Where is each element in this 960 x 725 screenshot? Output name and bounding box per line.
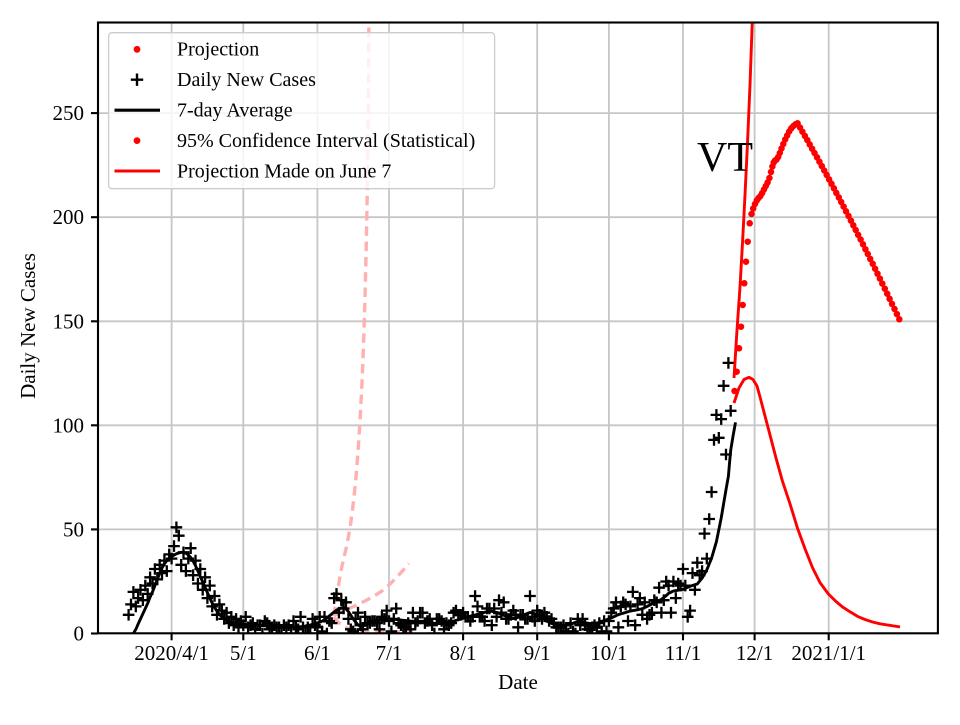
svg-text:7-day Average: 7-day Average	[177, 100, 293, 122]
svg-text:12/1: 12/1	[736, 641, 773, 665]
svg-text:Daily New Cases: Daily New Cases	[16, 253, 40, 399]
svg-text:250: 250	[53, 101, 85, 125]
svg-text:50: 50	[63, 517, 84, 541]
svg-text:5/1: 5/1	[230, 641, 257, 665]
svg-text:Daily New Cases: Daily New Cases	[177, 69, 316, 91]
svg-text:Projection Made on June 7: Projection Made on June 7	[177, 160, 391, 182]
svg-text:200: 200	[53, 205, 85, 229]
svg-text:7/1: 7/1	[376, 641, 403, 665]
svg-text:95% Confidence Interval (Stati: 95% Confidence Interval (Statistical)	[177, 130, 475, 152]
svg-text:9/1: 9/1	[524, 641, 551, 665]
svg-text:10/1: 10/1	[590, 641, 627, 665]
svg-text:2020/4/1: 2020/4/1	[134, 641, 209, 665]
svg-text:6/1: 6/1	[304, 641, 331, 665]
svg-text:8/1: 8/1	[450, 641, 477, 665]
svg-text:11/1: 11/1	[665, 641, 702, 665]
svg-text:0: 0	[74, 622, 85, 646]
svg-text:VT: VT	[697, 135, 753, 181]
svg-text:2021/1/1: 2021/1/1	[791, 641, 866, 665]
svg-text:Date: Date	[498, 670, 538, 694]
svg-text:Projection: Projection	[177, 39, 259, 61]
svg-text:150: 150	[53, 309, 85, 333]
svg-text:100: 100	[53, 413, 85, 437]
